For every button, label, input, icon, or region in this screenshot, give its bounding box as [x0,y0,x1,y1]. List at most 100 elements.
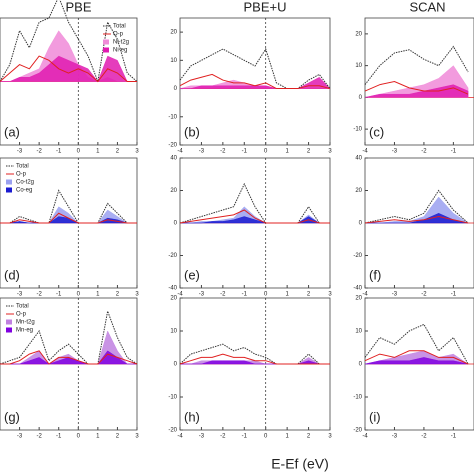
legend-swatch [6,327,12,333]
x-tick-label: -1 [242,434,248,440]
legend-label: Total [113,24,126,30]
dos-area [180,360,330,365]
x-tick-label: -4 [177,434,183,440]
x-tick-label: -1 [451,149,457,155]
y-tick-label: -10 [168,395,177,401]
x-tick-label: 1 [285,149,289,155]
dos-line [0,55,137,83]
legend-swatch [6,319,12,325]
x-tick-label: -2 [36,292,42,298]
legend-label: Total [16,304,29,310]
legend-label: Ni-eg [113,48,127,54]
y-tick-label: 10 [170,58,177,64]
plot-frame [364,17,474,146]
x-tick-label: -3 [392,292,398,298]
legend-label: Co-eg [16,188,32,194]
x-tick-label: -1 [56,149,62,155]
y-tick-label: -20 [353,253,362,259]
x-tick-label: -2 [220,149,226,155]
y-tick-label: 20 [170,188,177,194]
legend-swatch [103,39,109,45]
dos-line [364,80,469,95]
dos-line [0,212,137,224]
panel-label: (e) [184,267,200,282]
legend-label: Mn-t2g [16,320,35,326]
legend-label: Ni-t2g [113,40,129,46]
panel-label: (h) [184,409,200,424]
column-title: SCAN [409,0,445,14]
dos-area [180,216,330,224]
plot-frame [179,17,331,146]
dos-line [364,323,469,365]
dos-line [179,73,331,90]
panel-label: (g) [4,409,20,424]
x-tick-label: -2 [421,292,427,298]
y-tick-label: -40 [168,286,177,292]
x-tick-label: -1 [451,292,457,298]
x-tick-label: 3 [135,434,139,440]
x-tick-label: 0 [77,434,81,440]
x-tick-label: 3 [328,292,332,298]
x-tick-label: 0 [77,292,81,298]
y-tick-label: 20 [355,31,362,37]
x-tick-label: -2 [421,149,427,155]
legend-swatch [6,187,12,193]
dos-area [180,77,331,89]
dos-line [364,215,469,224]
y-tick-label: 0 [174,86,178,92]
y-tick-label: 0 [359,221,363,227]
x-tick-label: 0 [264,292,268,298]
y-tick-label: -20 [168,428,177,434]
legend-label: Total [16,164,29,170]
y-tick-label: 0 [174,362,178,368]
x-tick-label: -2 [220,292,226,298]
legend-label: Co-t2g [16,180,34,186]
y-tick-label: 40 [170,156,177,162]
y-tick-label: -20 [168,253,177,259]
y-tick-label: 40 [355,156,362,162]
x-tick-label: 1 [96,149,100,155]
x-tick-label: 3 [135,292,139,298]
x-tick-label: -3 [199,149,205,155]
dos-line [179,353,330,365]
x-tick-label: 2 [307,434,311,440]
x-tick-label: 3 [328,434,332,440]
y-tick-label: -10 [353,395,362,401]
x-tick-label: -3 [392,434,398,440]
x-tick-label: 2 [307,292,311,298]
column-title: PBE+U [244,0,287,14]
y-tick-label: 20 [355,296,362,302]
column-title: PBE [65,0,91,14]
x-tick-label: -4 [177,292,183,298]
x-tick-label: 1 [285,434,289,440]
y-tick-label: 10 [170,329,177,335]
dos-line [364,189,469,224]
x-tick-label: -3 [392,149,398,155]
legend-label: O-p [16,172,27,178]
x-tick-label: -3 [17,292,23,298]
y-tick-label: 0 [174,221,178,227]
x-tick-label: -1 [56,434,62,440]
legend-label: O-p [113,32,124,38]
dos-line [0,0,138,84]
y-tick-label: -20 [353,428,362,434]
x-tick-label: -1 [242,292,248,298]
legend-label: Mn-eg [16,328,33,334]
x-tick-label: 2 [116,149,120,155]
x-tick-label: -3 [199,292,205,298]
x-tick-label: 2 [116,434,120,440]
x-tick-label: -2 [220,434,226,440]
x-tick-label: -3 [17,434,23,440]
x-tick-label: -4 [177,149,183,155]
x-tick-label: -1 [242,149,248,155]
dos-line [179,47,331,90]
y-tick-label: 10 [355,63,362,69]
x-tick-label: 3 [328,149,332,155]
x-tick-label: 3 [135,149,139,155]
dos-line [179,209,330,224]
legend-swatch [103,47,109,53]
x-tick-label: 1 [285,292,289,298]
x-tick-label: -2 [36,434,42,440]
x-tick-label: -4 [362,149,368,155]
panel-label: (i) [369,409,381,424]
